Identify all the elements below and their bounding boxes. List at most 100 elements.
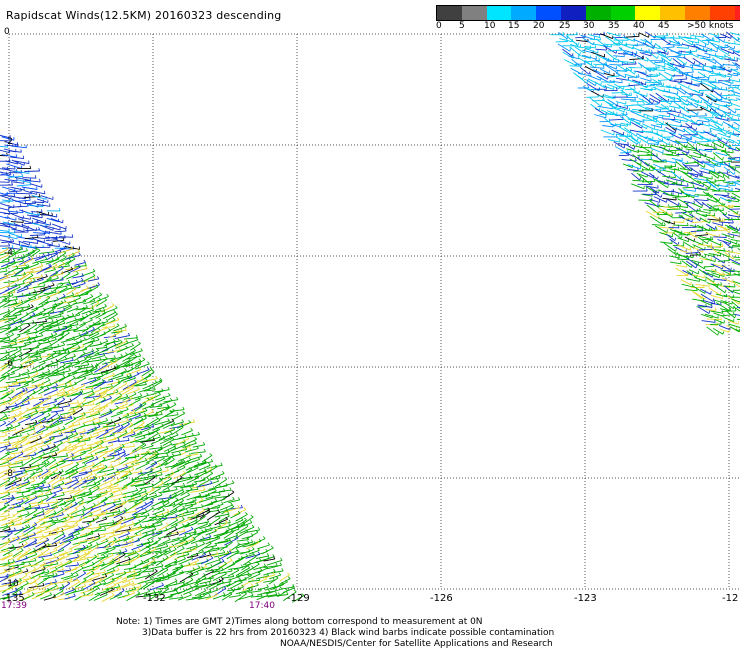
wind-barb-tick — [29, 278, 33, 282]
wind-barb-tick — [5, 523, 8, 527]
wind-barb-tick — [45, 537, 48, 541]
wind-barb-tick — [229, 540, 233, 543]
wind-barb-tick — [116, 468, 119, 472]
wind-barb-tick — [33, 421, 37, 425]
wind-barb-tick — [73, 353, 76, 357]
wind-barb — [32, 289, 46, 294]
wind-barb-tick — [123, 516, 127, 519]
wind-barb — [44, 371, 60, 380]
wind-barb — [198, 479, 210, 487]
wind-barb-tick — [57, 326, 60, 330]
wind-barb-tick — [670, 58, 672, 62]
wind-barb — [157, 502, 170, 511]
wind-barb — [184, 538, 196, 546]
wind-barb-tick — [93, 476, 96, 480]
wind-barb — [0, 529, 11, 533]
wind-barb-tick — [161, 582, 164, 586]
wind-barb-tick — [736, 66, 739, 70]
wind-barb — [39, 251, 54, 254]
wind-barb — [17, 283, 32, 292]
wind-barb — [606, 60, 619, 63]
wind-barb-tick — [4, 355, 8, 359]
wind-barb-tick — [178, 451, 182, 455]
wind-barb-tick — [77, 312, 81, 316]
wind-barb-tick — [714, 108, 717, 112]
wind-barb — [193, 530, 207, 536]
wind-barb — [44, 506, 59, 516]
wind-barb-tick — [57, 414, 61, 418]
wind-barb-tick — [203, 477, 206, 481]
wind-barb — [141, 485, 154, 489]
wind-barb-tick — [227, 513, 230, 517]
wind-barb-tick — [15, 503, 19, 507]
wind-barb — [148, 453, 160, 460]
wind-barb — [158, 429, 173, 435]
wind-barb-tick — [185, 509, 189, 512]
wind-barb-tick — [41, 508, 45, 512]
wind-barb — [0, 229, 10, 232]
wind-barb — [14, 170, 30, 174]
wind-barb-tick — [139, 403, 143, 406]
wind-barb — [106, 381, 120, 386]
wind-barb — [170, 548, 185, 557]
wind-barb — [23, 524, 37, 533]
wind-barb-tick — [94, 476, 98, 479]
wind-barb — [37, 477, 50, 486]
wind-barb — [184, 531, 197, 535]
wind-barb-tick — [186, 460, 190, 463]
wind-barb-tick — [134, 508, 137, 512]
wind-barb — [6, 446, 23, 451]
wind-barb-tick — [150, 467, 154, 471]
wind-barb-tick — [113, 499, 116, 502]
wind-barb — [0, 555, 11, 561]
wind-barb-tick — [15, 265, 19, 269]
wind-barb-tick — [52, 436, 55, 439]
wind-barb-tick — [203, 469, 207, 473]
wind-barb-tick — [39, 455, 43, 459]
wind-barb — [687, 109, 703, 111]
legend-swatch — [660, 6, 685, 20]
wind-barb — [137, 387, 152, 393]
wind-barb-tick — [61, 270, 64, 274]
wind-barb-tick — [33, 430, 36, 434]
wind-barb — [8, 241, 20, 246]
wind-barb-tick — [594, 44, 597, 48]
wind-barb-tick — [95, 365, 98, 369]
legend-swatch — [635, 6, 661, 20]
wind-barb-tick — [85, 265, 88, 269]
wind-barb — [681, 103, 693, 106]
wind-barb-tick — [83, 423, 86, 426]
wind-barb — [82, 300, 96, 305]
wind-barb-tick — [83, 428, 86, 432]
wind-barb — [106, 470, 119, 476]
wind-barb — [45, 364, 58, 367]
wind-barb-tick — [113, 355, 116, 359]
wind-barb-tick — [175, 581, 178, 585]
wind-barb-tick — [180, 458, 183, 462]
wind-barb — [10, 407, 22, 413]
wind-barb — [19, 324, 31, 333]
wind-barb — [67, 458, 82, 462]
wind-barb-tick — [38, 193, 41, 197]
wind-barb — [74, 525, 90, 531]
wind-barb-tick — [105, 347, 109, 350]
wind-barb-tick — [109, 408, 112, 412]
wind-barb-tick — [181, 419, 184, 423]
wind-barb-tick — [99, 381, 102, 385]
wind-barb-tick — [3, 400, 6, 403]
wind-barb-tick — [147, 539, 151, 543]
wind-barb-tick — [124, 430, 128, 433]
wind-barb-tick — [251, 539, 254, 543]
wind-barb — [8, 385, 21, 388]
wind-barb-tick — [214, 542, 218, 546]
wind-barb-tick — [106, 553, 109, 557]
wind-barb-tick — [56, 530, 59, 534]
wind-barb — [94, 438, 106, 444]
wind-barb-tick — [120, 491, 123, 495]
wind-barb-tick — [63, 349, 67, 353]
wind-barb — [120, 528, 134, 535]
wind-barb-tick — [32, 478, 36, 482]
wind-barb — [115, 524, 127, 531]
wind-barb-tick — [83, 321, 86, 325]
wind-barb-tick — [47, 295, 51, 299]
